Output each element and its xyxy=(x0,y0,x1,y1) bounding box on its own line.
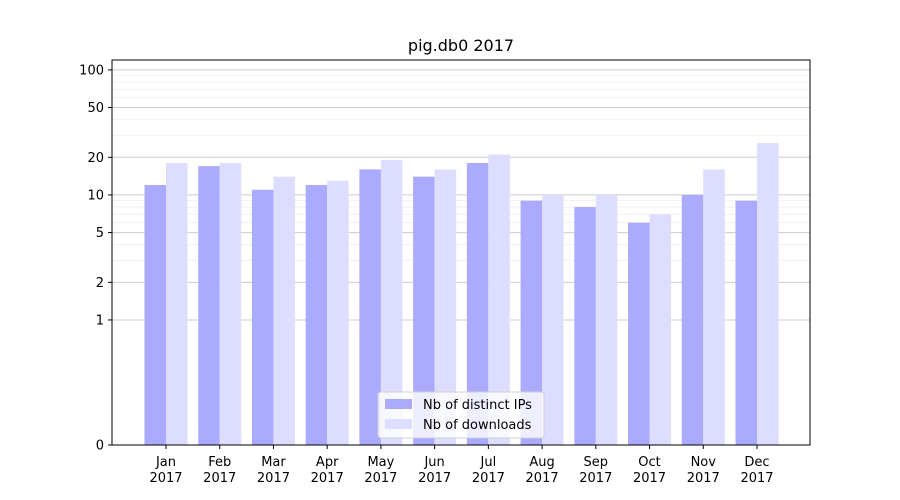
bar-distinct-ips xyxy=(681,194,704,445)
y-tick-label: 10 xyxy=(87,188,104,203)
bar-downloads xyxy=(166,163,188,445)
bar-distinct-ips xyxy=(251,189,274,445)
x-tick-label-month: Oct xyxy=(638,455,660,470)
x-tick-label-year: 2017 xyxy=(418,471,451,486)
bar-downloads xyxy=(273,176,295,445)
x-tick-label-month: Aug xyxy=(529,455,554,470)
x-tick-label-year: 2017 xyxy=(472,471,505,486)
bar-downloads xyxy=(219,163,242,445)
bar-downloads xyxy=(380,160,403,445)
x-tick-label-year: 2017 xyxy=(311,471,344,486)
bar-downloads xyxy=(649,214,672,445)
legend-swatch xyxy=(385,419,412,429)
bar-distinct-ips xyxy=(735,200,757,445)
x-tick-label-year: 2017 xyxy=(149,471,182,486)
legend: Nb of distinct IPs Nb of downloads xyxy=(377,391,545,439)
y-tick-label: 20 xyxy=(87,151,104,166)
x-tick-label-month: Jan xyxy=(155,455,176,470)
x-tick-label-year: 2017 xyxy=(526,471,559,486)
axes-layer: Jan2017Feb2017Mar2017Apr2017May2017Jun20… xyxy=(79,63,773,486)
bar-downloads xyxy=(595,194,618,445)
bar-downloads xyxy=(434,169,457,445)
plot-frame xyxy=(111,59,811,446)
y-tick-label: 0 xyxy=(96,439,104,454)
x-tick-label-year: 2017 xyxy=(633,471,666,486)
bar-downloads xyxy=(703,169,725,445)
x-tick-label-month: May xyxy=(367,455,394,470)
bar-distinct-ips xyxy=(198,166,220,445)
bar-downloads xyxy=(327,180,349,445)
x-tick-label-month: Dec xyxy=(744,455,769,470)
x-tick-label-month: Jun xyxy=(423,455,444,470)
y-tick-label: 5 xyxy=(96,226,104,241)
bars-layer xyxy=(144,143,779,446)
bar-distinct-ips xyxy=(359,169,381,445)
bar-downloads xyxy=(488,154,510,446)
bar-distinct-ips xyxy=(466,163,489,445)
legend-swatch xyxy=(385,399,412,409)
legend-label: Nb of downloads xyxy=(423,418,532,433)
chart-title: pig.db0 2017 xyxy=(408,36,514,55)
x-tick-label-month: Jul xyxy=(480,455,497,470)
y-tick-label: 2 xyxy=(96,276,104,291)
x-tick-label-month: Mar xyxy=(261,455,286,470)
legend-label: Nb of distinct IPs xyxy=(423,398,532,413)
bar-distinct-ips xyxy=(305,185,328,445)
x-tick-label-month: Nov xyxy=(691,455,717,470)
bar-downloads xyxy=(542,194,564,445)
x-tick-label-month: Sep xyxy=(584,455,609,470)
x-tick-label-year: 2017 xyxy=(257,471,290,486)
x-tick-label-month: Feb xyxy=(208,455,231,470)
legend-box xyxy=(377,391,545,439)
x-tick-label-year: 2017 xyxy=(203,471,236,486)
y-tick-label: 50 xyxy=(87,101,104,116)
y-tick-label: 100 xyxy=(79,63,104,78)
x-tick-label-year: 2017 xyxy=(687,471,720,486)
x-tick-label-year: 2017 xyxy=(579,471,612,486)
bar-distinct-ips xyxy=(413,176,435,445)
bar-downloads xyxy=(757,143,779,445)
bar-distinct-ips xyxy=(628,222,650,445)
bar-distinct-ips xyxy=(520,200,543,445)
x-tick-label-month: Apr xyxy=(316,455,339,470)
x-tick-label-year: 2017 xyxy=(364,471,397,486)
x-tick-label-year: 2017 xyxy=(740,471,773,486)
y-tick-label: 1 xyxy=(96,313,104,328)
bar-distinct-ips xyxy=(574,207,596,445)
bar-distinct-ips xyxy=(144,185,166,445)
